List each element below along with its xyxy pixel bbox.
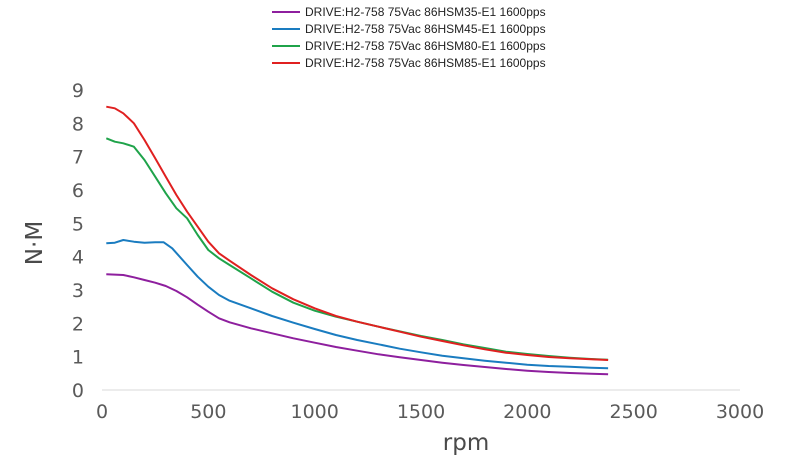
y-tick-label: 3 xyxy=(72,280,84,302)
x-tick-label: 1000 xyxy=(290,401,338,423)
x-tick-label: 500 xyxy=(190,401,226,423)
y-tick-label: 9 xyxy=(72,80,84,102)
y-axis-label: N·M xyxy=(22,221,48,265)
legend-item: DRIVE:H2-758 75Vac 86HSM85-E1 1600pps xyxy=(272,56,546,70)
axes: 0 1 2 3 4 5 6 7 8 9 0 500 1000 1500 2000 2500 3000 xyxy=(72,80,764,423)
y-tick-label: 7 xyxy=(72,147,84,169)
legend-label: DRIVE:H2-758 75Vac 86HSM85-E1 1600pps xyxy=(305,56,546,70)
y-tick-label: 5 xyxy=(72,213,84,235)
y-tick-label: 1 xyxy=(72,347,84,369)
legend-label: DRIVE:H2-758 75Vac 86HSM45-E1 1600pps xyxy=(305,22,546,36)
series-line-4 xyxy=(106,105,609,361)
x-axis-label: rpm xyxy=(443,430,489,456)
legend-item: DRIVE:H2-758 75Vac 86HSM80-E1 1600pps xyxy=(272,39,546,53)
series-line-2 xyxy=(106,239,609,370)
series-line-1 xyxy=(106,273,609,376)
legend: DRIVE:H2-758 75Vac 86HSM35-E1 1600pps DRI… xyxy=(272,5,546,70)
legend-item: DRIVE:H2-758 75Vac 86HSM45-E1 1600pps xyxy=(272,22,546,36)
x-tick-label: 0 xyxy=(96,401,108,423)
y-tick-label: 0 xyxy=(72,380,84,402)
x-tick-label: 3000 xyxy=(716,401,764,423)
y-tick-label: 4 xyxy=(72,247,84,269)
x-tick-label: 1500 xyxy=(397,401,445,423)
y-tick-label: 6 xyxy=(72,180,84,202)
legend-label: DRIVE:H2-758 75Vac 86HSM35-E1 1600pps xyxy=(305,5,546,19)
legend-label: DRIVE:H2-758 75Vac 86HSM80-E1 1600pps xyxy=(305,39,546,53)
x-tick-label: 2000 xyxy=(503,401,551,423)
y-tick-label: 8 xyxy=(72,113,84,135)
y-tick-label: 2 xyxy=(72,313,84,335)
legend-item: DRIVE:H2-758 75Vac 86HSM35-E1 1600pps xyxy=(272,5,546,19)
series-line-3 xyxy=(105,137,609,361)
x-tick-label: 2500 xyxy=(609,401,657,423)
series-group xyxy=(105,105,609,376)
